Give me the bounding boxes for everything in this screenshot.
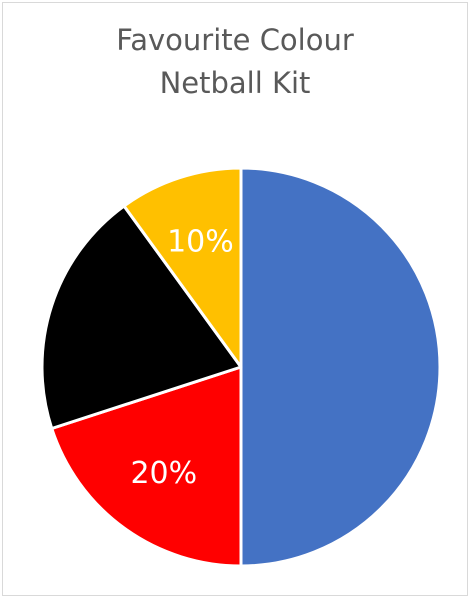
- pie-data-labels: 20% 10%: [130, 225, 233, 491]
- chart-title-line-2: Netball Kit: [159, 66, 311, 100]
- chart-title-line-1: Favourite Colour: [116, 23, 354, 57]
- pie-slice-4: [122, 166, 243, 369]
- pie-slices: [40, 166, 442, 568]
- pie-slice-4-data-label: 10%: [167, 225, 234, 260]
- pie-slice-3: [40, 204, 243, 430]
- pie-slice-1: [239, 166, 442, 568]
- chart-title: Favourite Colour Netball Kit: [3, 19, 467, 105]
- pie-slice-2-data-label: 20%: [130, 456, 197, 491]
- pie-slice-2: [50, 365, 243, 568]
